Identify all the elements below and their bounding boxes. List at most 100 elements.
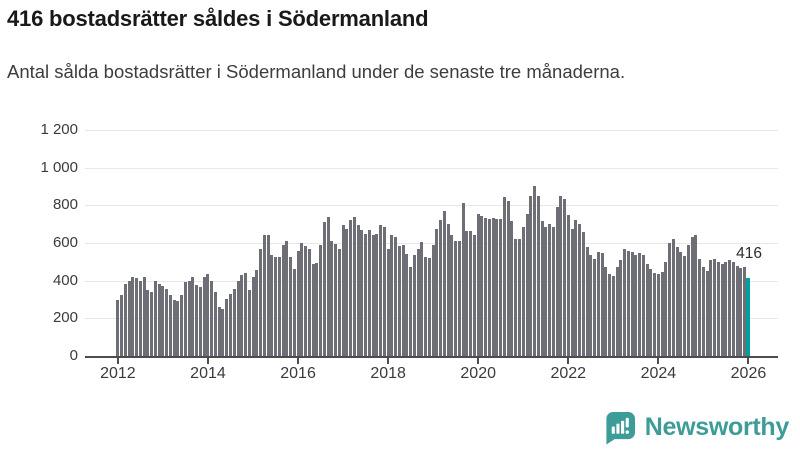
bar — [713, 259, 717, 356]
gridline — [85, 205, 778, 207]
bar — [555, 207, 559, 356]
y-axis-label: 200 — [52, 309, 78, 327]
bar — [709, 260, 713, 356]
bar — [127, 281, 131, 356]
gridline — [85, 318, 778, 320]
bar — [379, 225, 383, 356]
bar — [356, 225, 360, 356]
bar — [724, 262, 728, 356]
gridline — [85, 280, 778, 282]
bar — [307, 249, 311, 356]
bar — [495, 219, 499, 356]
bar — [735, 265, 739, 356]
bar — [161, 286, 165, 356]
bar — [484, 217, 488, 356]
bar — [296, 251, 300, 356]
x-axis-tick — [116, 358, 119, 364]
bar — [180, 295, 184, 356]
bar — [217, 306, 221, 356]
bar — [120, 295, 124, 356]
bar — [352, 217, 356, 356]
bar — [581, 232, 585, 356]
bar — [412, 255, 416, 356]
bar — [499, 219, 503, 356]
bar — [123, 284, 127, 356]
bar — [656, 274, 660, 356]
bar — [442, 210, 446, 356]
newsworthy-logo-link[interactable]: Newsworthy — [603, 408, 789, 446]
bar — [255, 269, 259, 356]
bar — [334, 244, 338, 356]
bar — [683, 255, 687, 356]
bar — [386, 248, 390, 356]
bar — [210, 281, 214, 356]
newsworthy-bubble-chart-icon — [603, 410, 636, 445]
bar — [476, 214, 480, 356]
bar — [236, 280, 240, 356]
page-title: 416 bostadsrätter såldes i Södermanland — [7, 6, 429, 31]
bar — [623, 249, 627, 356]
bar — [292, 269, 296, 356]
bar — [281, 245, 285, 356]
bar — [529, 195, 533, 356]
bar — [198, 286, 202, 356]
bar — [454, 241, 458, 356]
bar — [435, 228, 439, 356]
bar — [716, 262, 720, 356]
bar — [195, 285, 199, 356]
x-axis-label: 2022 — [550, 365, 587, 382]
bar — [611, 275, 615, 356]
bar — [191, 276, 195, 356]
chart-subtitle: Antal sålda bostadsrätter i Södermanland… — [7, 61, 626, 82]
bar — [514, 239, 518, 356]
bar — [563, 198, 567, 356]
x-axis-label: 2018 — [370, 365, 406, 382]
bar — [698, 259, 702, 356]
bar — [551, 227, 555, 356]
bar — [570, 228, 574, 356]
bar — [172, 300, 176, 356]
bar — [420, 242, 424, 356]
bar — [375, 233, 379, 356]
bar — [679, 252, 683, 356]
bar — [416, 249, 420, 356]
bar — [634, 255, 638, 356]
x-axis-tick — [206, 358, 209, 364]
bar — [202, 277, 206, 356]
bar — [608, 274, 612, 356]
bar — [638, 253, 642, 356]
bar — [427, 258, 431, 356]
bar — [131, 277, 135, 356]
bar — [491, 217, 495, 356]
bar — [510, 220, 514, 356]
bar — [371, 235, 375, 356]
x-axis-label: 2024 — [640, 365, 677, 382]
bar — [521, 227, 525, 356]
bar — [653, 272, 657, 356]
bar — [686, 245, 690, 356]
plot-area — [85, 130, 778, 358]
bar — [285, 240, 289, 356]
bar — [225, 299, 229, 356]
bar — [304, 245, 308, 356]
bar — [431, 244, 435, 356]
bar — [183, 282, 187, 356]
bar — [228, 293, 232, 356]
bar — [604, 267, 608, 356]
y-axis-label: 1 000 — [40, 158, 78, 176]
bar — [649, 269, 653, 356]
bar — [480, 215, 484, 356]
y-axis-label: 800 — [52, 196, 78, 214]
bar — [345, 229, 349, 356]
bar — [311, 263, 315, 356]
bar — [382, 227, 386, 356]
bar — [142, 277, 146, 356]
bar — [536, 195, 540, 356]
bar — [469, 230, 473, 356]
bar — [589, 255, 593, 356]
bar — [266, 235, 270, 356]
bar — [251, 277, 255, 356]
bar — [367, 230, 371, 356]
bar — [322, 222, 326, 356]
bar — [728, 260, 732, 356]
